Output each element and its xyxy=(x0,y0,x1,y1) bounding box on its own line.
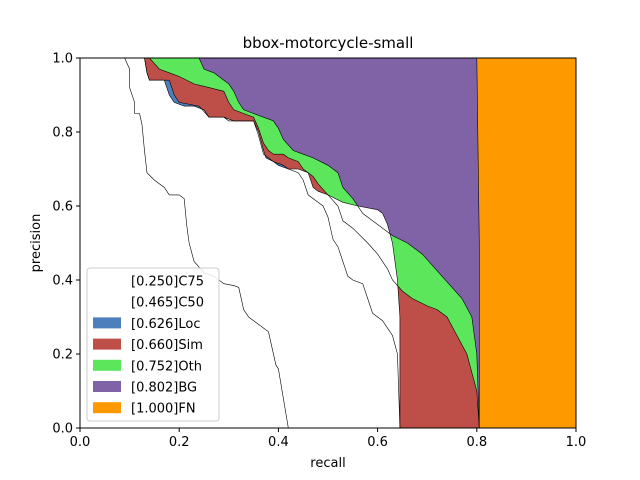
legend: [0.250]C75 [0.465]C50 [0.626]Loc [0.660]Sim… xyxy=(86,267,220,422)
boundary-0-752-oth xyxy=(80,57,480,429)
x-tick-label: 0.0 xyxy=(70,435,91,450)
x-axis-ticks: 0.0 0.2 0.4 0.6 0.8 1.0 xyxy=(70,428,587,450)
legend-swatch-0-752-oth xyxy=(93,359,121,371)
plot-frame xyxy=(79,57,577,429)
x-tick-label: 0.6 xyxy=(367,435,388,450)
x-tick-label: 0.8 xyxy=(466,435,487,450)
y-tick-label: 1.0 xyxy=(52,52,73,67)
legend-label-0-802-bg: [0.802]BG xyxy=(131,381,197,396)
y-tick-label: 0.6 xyxy=(52,200,73,215)
legend-swatch-0-465-c50 xyxy=(93,296,121,308)
chart-title: bbox-motorcycle-small xyxy=(243,34,414,52)
legend-label-0-752-oth: [0.752]Oth xyxy=(131,359,202,374)
legend-swatch-1-000-fn xyxy=(93,402,121,414)
boundary-0-660-sim xyxy=(80,57,480,429)
boundary-0-626-loc xyxy=(80,57,401,429)
legend-label-0-660-sim: [0.660]Sim xyxy=(131,338,203,353)
y-axis-ticks: 0.0 0.2 0.4 0.6 0.8 1.0 xyxy=(52,52,80,437)
y-axis-label: precision xyxy=(29,214,44,273)
y-tick-label: 0.8 xyxy=(52,126,73,141)
x-tick-label: 1.0 xyxy=(566,435,587,450)
legend-swatch-0-660-sim xyxy=(93,338,121,350)
boundary-0-465-c50 xyxy=(80,57,401,428)
y-tick-label: 0.0 xyxy=(52,422,73,437)
boundary-0-250-c75 xyxy=(80,57,289,429)
legend-label-1-000-fn: [1.000]FN xyxy=(131,402,196,417)
legend-label-0-465-c50: [0.465]C50 xyxy=(131,296,204,311)
x-tick-label: 0.2 xyxy=(169,435,190,450)
legend-label-0-626-loc: [0.626]Loc xyxy=(131,317,200,332)
y-tick-label: 0.4 xyxy=(52,274,73,289)
legend-swatch-0-250-c75 xyxy=(93,275,121,286)
legend-label-0-250-c75: [0.250]C75 xyxy=(131,275,204,290)
x-axis-label: recall xyxy=(310,456,345,471)
legend-swatch-0-802-bg xyxy=(93,381,121,392)
x-tick-label: 0.4 xyxy=(268,435,289,450)
y-tick-label: 0.2 xyxy=(52,348,73,363)
legend-swatch-0-626-loc xyxy=(93,317,121,329)
